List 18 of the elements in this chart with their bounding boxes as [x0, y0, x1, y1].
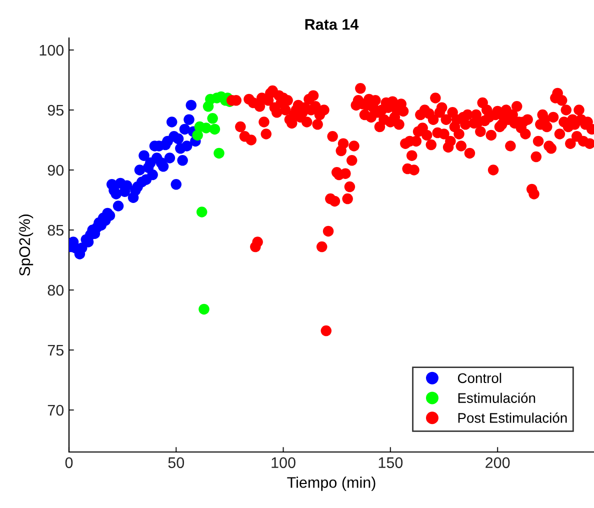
x-tick-label: 0 [65, 457, 73, 468]
x-axis-title: Tiempo (min) [287, 476, 376, 491]
x-tick-label: 150 [378, 457, 403, 468]
legend-label: Control [458, 372, 502, 384]
y-tick-label: 80 [48, 284, 64, 296]
legend-label: Post Estimulación [458, 412, 567, 423]
y-tick-label: 100 [40, 44, 64, 56]
y-tick-label: 70 [48, 404, 64, 416]
x-tick-label: 100 [272, 457, 296, 468]
x-tick-label: 50 [168, 457, 184, 468]
legend-label: Estimulación [458, 392, 536, 403]
y-tick-label: 95 [48, 104, 64, 116]
x-tick-label: 200 [486, 457, 510, 468]
y-tick-label: 75 [48, 345, 64, 356]
y-axis-title: SpO2(%) [18, 214, 34, 276]
y-tick-label: 90 [48, 164, 64, 176]
y-tick-label: 85 [48, 224, 64, 236]
chart-title: Rata 14 [305, 19, 359, 30]
